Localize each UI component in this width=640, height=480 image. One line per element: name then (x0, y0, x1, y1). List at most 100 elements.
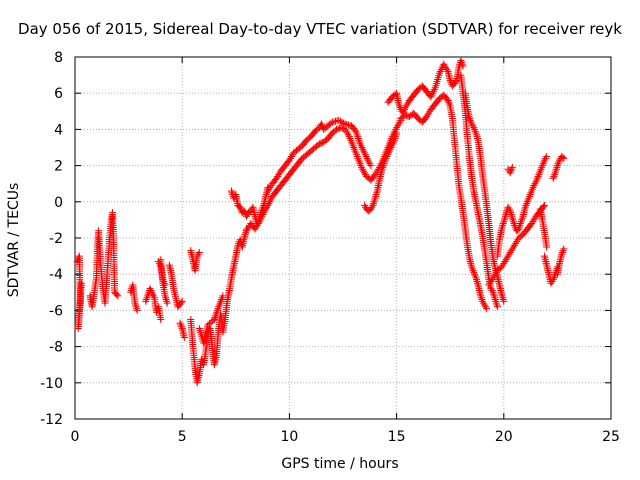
data-point (266, 198, 274, 206)
data-point (498, 223, 506, 231)
data-point (472, 274, 480, 282)
data-point (490, 290, 498, 298)
data-point (343, 129, 351, 137)
data-point (400, 105, 408, 113)
data-point (499, 221, 507, 229)
data-point (147, 286, 155, 294)
data-point (538, 162, 546, 170)
data-point (521, 203, 529, 211)
y-tick-label: -12 (40, 412, 63, 428)
data-point (552, 165, 560, 173)
y-tick-label: -4 (49, 267, 63, 283)
data-point (133, 305, 141, 313)
data-point (476, 290, 484, 298)
data-point (526, 192, 534, 200)
data-point (469, 122, 477, 130)
data-point (142, 297, 150, 305)
data-point (536, 169, 544, 177)
data-point (483, 305, 491, 313)
data-point (255, 218, 263, 226)
data-point (286, 154, 294, 162)
data-point (265, 200, 273, 208)
data-point (550, 172, 558, 180)
data-point (395, 120, 403, 128)
data-point (543, 243, 551, 251)
data-point (533, 176, 541, 184)
data-point (243, 212, 251, 220)
data-point (404, 112, 412, 120)
data-point (559, 153, 567, 161)
data-point (161, 292, 169, 300)
data-point (485, 281, 493, 289)
data-point (468, 263, 476, 271)
data-point (551, 272, 559, 280)
y-tick-label: -10 (40, 376, 63, 392)
data-point (498, 292, 506, 300)
data-point (430, 86, 438, 94)
data-point (371, 194, 379, 202)
data-point (478, 297, 486, 305)
data-point (368, 203, 376, 211)
data-point (391, 134, 399, 142)
data-point (380, 160, 388, 168)
data-point (478, 296, 486, 304)
x-tick-label: 5 (178, 429, 187, 445)
data-point (395, 102, 403, 110)
data-point (444, 96, 452, 104)
data-point (336, 117, 344, 125)
data-point (258, 212, 266, 220)
data-point (177, 321, 185, 329)
data-point (549, 276, 557, 284)
data-point (427, 93, 435, 101)
data-point (384, 151, 392, 159)
data-point (482, 303, 490, 311)
data-point (443, 66, 451, 74)
data-point (490, 272, 498, 280)
data-point (508, 212, 516, 220)
data-point (393, 129, 401, 137)
data-point (501, 258, 509, 266)
data-point (318, 120, 326, 128)
data-point (360, 147, 368, 155)
data-point (353, 151, 361, 159)
data-point (243, 227, 251, 235)
data-point (506, 207, 514, 215)
data-point (390, 136, 398, 144)
data-point (132, 301, 140, 309)
data-point (177, 299, 185, 307)
data-point (354, 133, 362, 141)
data-point (386, 145, 394, 153)
data-point (146, 285, 154, 293)
data-point (558, 248, 566, 256)
data-point (488, 286, 496, 294)
data-point (530, 216, 538, 224)
data-point (218, 296, 226, 304)
data-point (503, 254, 511, 262)
data-point (543, 153, 551, 161)
data-point (285, 156, 293, 164)
data-point (254, 220, 262, 228)
data-point (509, 218, 517, 226)
data-point (354, 134, 362, 142)
data-point (392, 131, 400, 139)
data-point (194, 250, 202, 258)
data-point (504, 203, 512, 211)
data-point (508, 214, 516, 222)
data-point (458, 58, 466, 66)
data-point (396, 118, 404, 126)
data-point (365, 158, 373, 166)
data-point (148, 288, 156, 296)
data-point (379, 163, 387, 171)
data-point (259, 210, 267, 218)
data-point (337, 124, 345, 132)
y-tick-label: 4 (54, 122, 63, 138)
data-point (560, 154, 568, 162)
data-point (338, 118, 346, 126)
data-point (474, 279, 482, 287)
data-point (468, 120, 476, 128)
data-point (228, 187, 236, 195)
data-point (518, 214, 526, 222)
data-point (508, 163, 516, 171)
data-point (498, 263, 506, 271)
data-point (481, 301, 489, 309)
